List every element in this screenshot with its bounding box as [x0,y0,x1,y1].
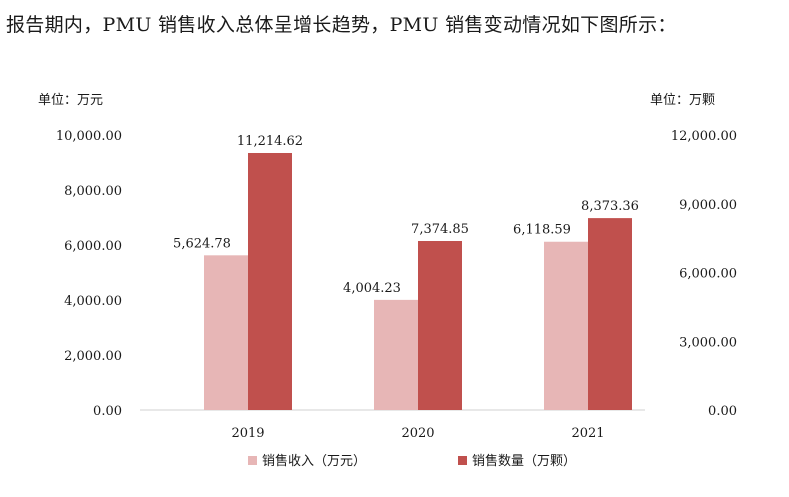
bar-revenue-2020 [374,299,418,410]
bar-quantity-2021 [588,218,632,410]
left-axis-tick-label: 0.00 [93,404,122,419]
left-axis-tick-label: 2,000.00 [64,349,122,364]
bars [204,152,632,410]
right-axis-tick-label: 6,000.00 [679,267,737,282]
bar-revenue-2019 [204,255,248,410]
data-label: 7,374.85 [411,222,469,237]
left-axis-unit-label: 单位：万元 [38,93,103,108]
right-axis-tick-label: 0.00 [708,404,737,419]
data-label: 8,373.36 [581,199,639,214]
data-label: 5,624.78 [173,236,231,251]
left-axis-tick-label: 10,000.00 [56,129,122,144]
left-axis-tick-label: 6,000.00 [64,239,122,254]
right-axis-tick-label: 12,000.00 [671,129,737,144]
legend: 销售收入（万元） 销售数量（万颗） [248,453,576,469]
bar-quantity-2019 [248,152,292,410]
data-label: 6,118.59 [513,223,571,238]
value-labels: 5,624.78 4,004.23 6,118.59 11,214.62 7,374.8… [173,134,639,296]
legend-label: 销售数量（万颗） [472,453,576,469]
x-axis-tick-label: 2021 [571,426,604,441]
data-label: 4,004.23 [343,281,401,296]
right-axis-unit-label: 单位：万颗 [650,93,715,108]
left-axis: 0.00 2,000.00 4,000.00 6,000.00 8,000.00 10,0… [56,129,122,419]
legend-label: 销售收入（万元） [262,453,366,469]
page-heading: 报告期内，PMU 销售收入总体呈增长趋势，PMU 销售变动情况如下图所示： [6,14,677,36]
x-axis-tick-label: 2020 [401,426,434,441]
legend-swatch [248,456,257,465]
legend-swatch [458,456,467,465]
right-axis-tick-label: 3,000.00 [679,335,737,350]
bar-revenue-2021 [544,241,588,410]
left-axis-tick-label: 8,000.00 [64,184,122,199]
x-axis: 2019 2020 2021 [231,426,604,441]
bar-quantity-2020 [418,240,462,410]
data-label: 11,214.62 [237,134,303,149]
left-axis-tick-label: 4,000.00 [64,294,122,309]
right-axis-tick-label: 9,000.00 [679,198,737,213]
right-axis: 0.00 3,000.00 6,000.00 9,000.00 12,000.00 [671,129,737,419]
x-axis-tick-label: 2019 [231,426,264,441]
